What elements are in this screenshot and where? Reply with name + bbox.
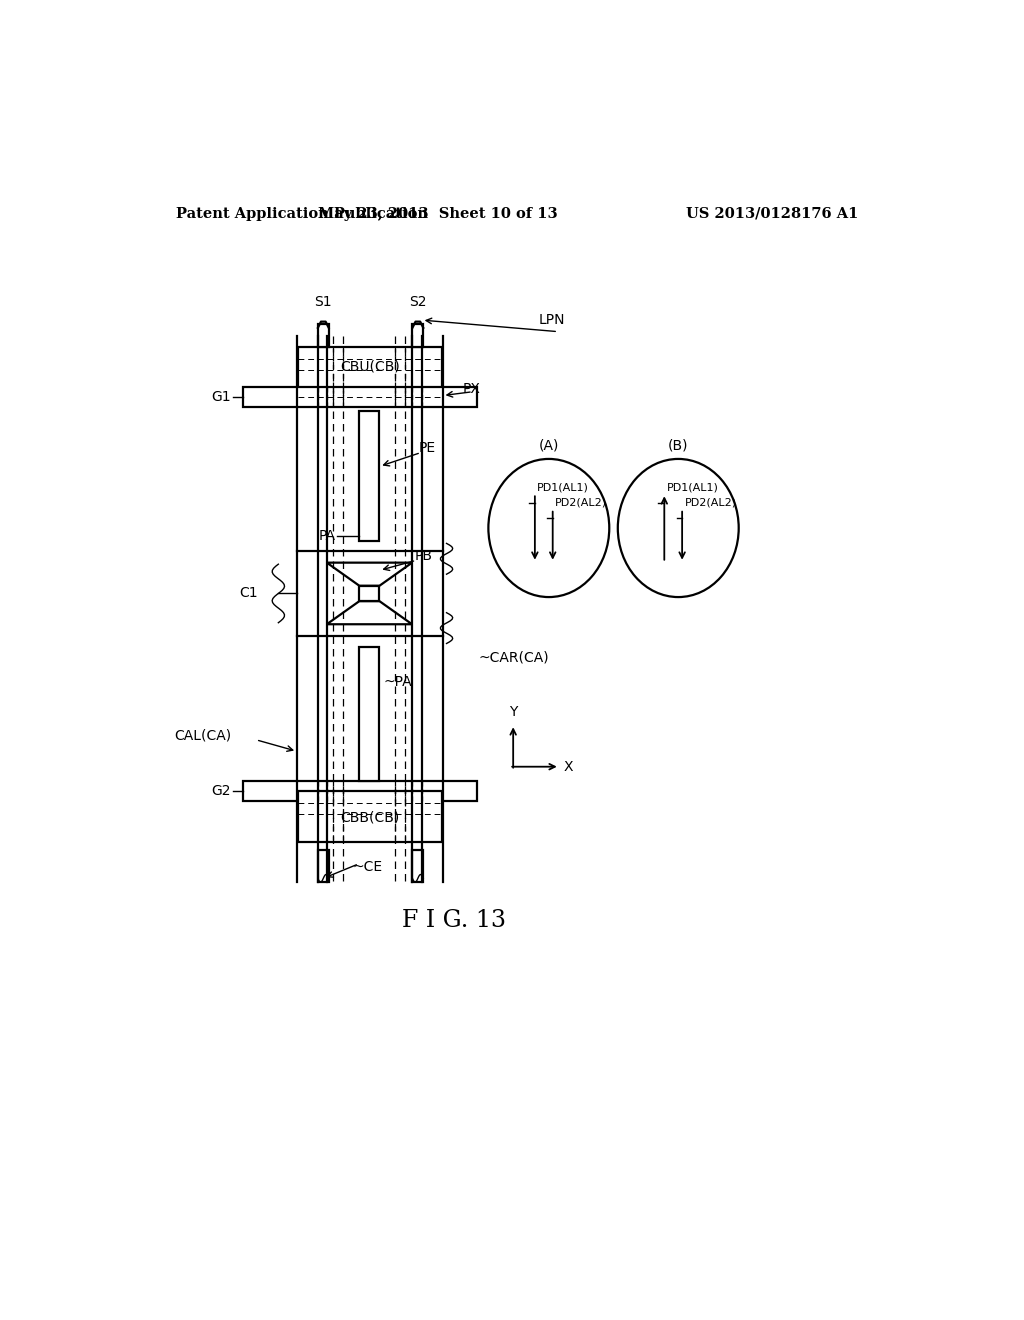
Text: PD1(AL1): PD1(AL1) [538,482,589,492]
Bar [317,323,329,347]
Text: PE: PE [419,441,436,455]
Bar [359,647,380,780]
Text: G1: G1 [211,391,231,404]
Text: CBU(CB): CBU(CB) [340,359,399,374]
Text: C1: C1 [239,586,257,601]
Bar [359,586,380,601]
Bar [317,850,329,882]
Bar [298,347,442,396]
Text: F I G. 13: F I G. 13 [401,909,506,932]
Text: (A): (A) [539,440,559,453]
Text: May 23, 2013  Sheet 10 of 13: May 23, 2013 Sheet 10 of 13 [318,207,558,220]
Text: G2: G2 [212,784,231,799]
Text: PD1(AL1): PD1(AL1) [667,482,719,492]
Text: CAL(CA): CAL(CA) [174,729,231,743]
Text: PX: PX [463,383,480,396]
Text: PD2(AL2): PD2(AL2) [684,498,736,508]
Text: CBB(CB): CBB(CB) [340,810,399,825]
Text: LPN: LPN [539,313,565,327]
Bar [413,850,423,882]
Bar [243,781,477,801]
Text: Y: Y [509,705,517,719]
Bar [243,387,477,407]
Text: ~PA: ~PA [384,675,413,689]
Text: US 2013/0128176 A1: US 2013/0128176 A1 [686,207,858,220]
Text: ~CAR(CA): ~CAR(CA) [478,651,549,664]
Text: ~CE: ~CE [352,859,383,874]
Text: PD2(AL2): PD2(AL2) [555,498,607,508]
Text: S1: S1 [314,294,332,309]
Polygon shape [327,601,412,624]
Text: S2: S2 [410,294,427,309]
Polygon shape [327,562,412,586]
Text: (B): (B) [668,440,688,453]
Text: X: X [563,760,573,774]
Bar [413,323,423,347]
Bar [359,411,380,541]
Text: Patent Application Publication: Patent Application Publication [176,207,428,220]
Bar [298,792,442,842]
Text: PB: PB [415,549,433,564]
Text: PA: PA [318,529,336,543]
